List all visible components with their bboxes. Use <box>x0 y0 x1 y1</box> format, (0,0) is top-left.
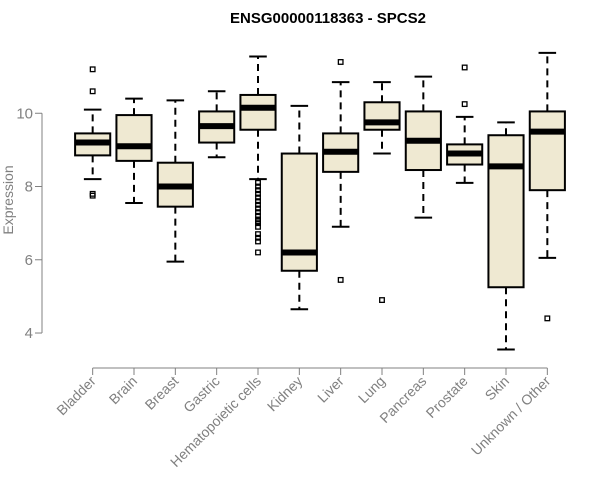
outlier-point <box>544 315 551 322</box>
y-tick-label: 4 <box>25 325 33 342</box>
outlier-point <box>379 297 385 304</box>
box-bladder <box>74 66 112 199</box>
outlier-point <box>255 187 261 194</box>
x-tick-label: Skin <box>482 373 513 404</box>
box-skin <box>487 121 525 351</box>
outlier-point <box>255 223 261 230</box>
outlier-point <box>255 212 261 219</box>
x-tick-label: Kidney <box>264 373 306 415</box>
outlier-point <box>255 238 261 245</box>
iqr-box <box>239 93 277 131</box>
outlier-point <box>461 64 468 71</box>
box-hematopoietic-cells <box>239 55 277 256</box>
outlier-point <box>255 231 261 238</box>
x-tick-label: Lung <box>355 373 388 406</box>
outlier-point <box>255 205 261 212</box>
x-tick-label: Prostate <box>423 373 471 421</box>
x-tick-label: Breast <box>142 373 182 413</box>
chart-title: ENSG00000118363 - SPCS2 <box>230 10 426 27</box>
outlier-point <box>255 183 261 190</box>
iqr-box <box>528 110 566 192</box>
y-tick-label: 6 <box>25 252 33 269</box>
iqr-box <box>487 134 525 289</box>
y-tick-label: 8 <box>25 179 33 196</box>
outlier-point <box>255 179 261 186</box>
box-prostate <box>446 64 484 184</box>
boxes <box>74 51 566 351</box>
outlier-point <box>255 209 261 216</box>
outlier-point <box>89 192 96 199</box>
box-pancreas <box>404 75 442 219</box>
outlier-point <box>255 234 261 241</box>
outlier-point <box>255 249 261 256</box>
iqr-box <box>115 114 153 162</box>
outlier-point <box>255 198 261 205</box>
outlier-point <box>461 101 468 108</box>
outlier-point <box>89 66 96 73</box>
outlier-point <box>255 201 261 208</box>
box-unknown-other <box>528 51 566 322</box>
iqr-box <box>363 101 401 131</box>
box-lung <box>363 81 401 304</box>
box-brain <box>115 97 153 204</box>
box-breast <box>156 99 194 263</box>
outlier-point <box>255 220 261 227</box>
outlier-point <box>255 190 261 197</box>
box-gastric <box>198 90 236 159</box>
y-axis-label: Expression <box>0 165 16 234</box>
outlier-point <box>337 276 344 283</box>
y-tick-label: 10 <box>16 105 33 122</box>
box-kidney <box>280 104 318 311</box>
outlier-point <box>255 194 261 201</box>
x-tick-label: Brain <box>106 373 140 407</box>
x-tick-label: Bladder <box>53 373 99 419</box>
box-liver <box>322 59 360 283</box>
outlier-point <box>337 59 344 65</box>
outlier-point <box>89 88 96 95</box>
x-tick-label: Liver <box>314 373 347 406</box>
